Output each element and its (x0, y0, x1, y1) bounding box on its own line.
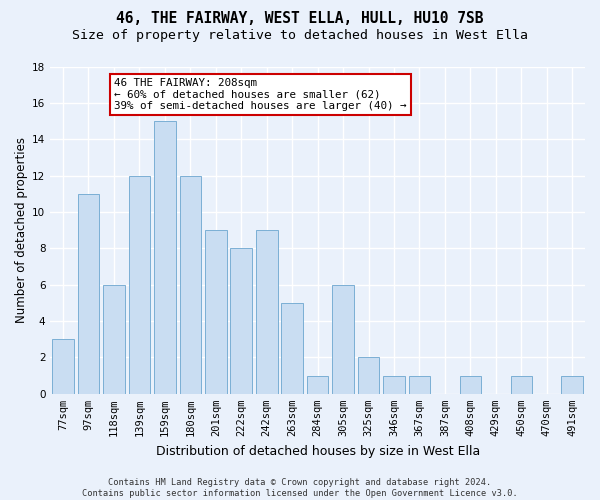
Bar (77, 194, 99, 394)
Bar (358, 358, 379, 394)
Bar (460, 376, 481, 394)
Bar (128, 176, 150, 394)
Text: Contains HM Land Registry data © Crown copyright and database right 2024.
Contai: Contains HM Land Registry data © Crown c… (82, 478, 518, 498)
Bar (230, 248, 252, 394)
Bar (332, 284, 354, 394)
Text: 46 THE FAIRWAY: 208sqm
← 60% of detached houses are smaller (62)
39% of semi-det: 46 THE FAIRWAY: 208sqm ← 60% of detached… (115, 78, 407, 111)
Bar (103, 284, 125, 394)
Bar (511, 376, 532, 394)
Bar (409, 376, 430, 394)
Text: Size of property relative to detached houses in West Ella: Size of property relative to detached ho… (72, 29, 528, 42)
Bar (281, 303, 303, 394)
Bar (179, 176, 201, 394)
Bar (154, 121, 176, 394)
Bar (307, 376, 328, 394)
Bar (205, 230, 227, 394)
Y-axis label: Number of detached properties: Number of detached properties (15, 137, 28, 323)
Bar (256, 230, 278, 394)
Bar (383, 376, 405, 394)
X-axis label: Distribution of detached houses by size in West Ella: Distribution of detached houses by size … (155, 444, 480, 458)
Bar (562, 376, 583, 394)
Text: 46, THE FAIRWAY, WEST ELLA, HULL, HU10 7SB: 46, THE FAIRWAY, WEST ELLA, HULL, HU10 7… (116, 11, 484, 26)
Bar (52, 340, 74, 394)
